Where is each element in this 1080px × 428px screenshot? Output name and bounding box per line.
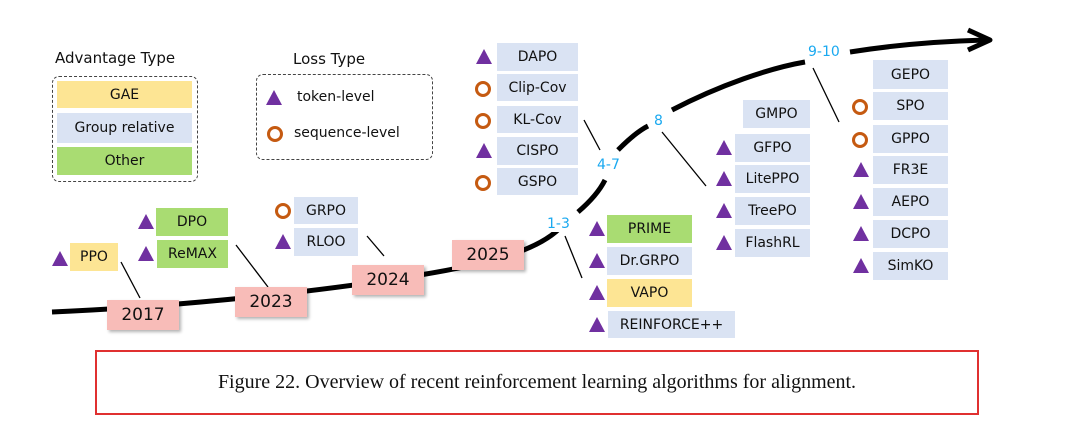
arrow-head-icon <box>966 27 993 53</box>
connector-line <box>366 235 385 257</box>
algo-kl-cov: KL-Cov <box>497 106 578 133</box>
algo-vapo: VAPO <box>607 279 692 307</box>
period-label: 8 <box>652 113 665 129</box>
algo-fr3e: FR3E <box>873 156 948 184</box>
year-2025: 2025 <box>452 240 524 270</box>
algo-clip-cov: Clip-Cov <box>497 74 578 101</box>
algo-prime: PRIME <box>607 215 692 243</box>
algo-flashrl: FlashRL <box>735 229 810 257</box>
connector-line <box>661 131 707 187</box>
algo-dr-grpo: Dr.GRPO <box>607 247 692 275</box>
connector-line <box>812 67 840 123</box>
period-label: 4-7 <box>595 157 622 173</box>
algo-grpo: GRPO <box>294 197 358 224</box>
timeline-curve <box>576 178 608 214</box>
triangle-icon <box>853 258 869 273</box>
algo-ppo: PPO <box>70 243 118 271</box>
advantage-legend <box>52 76 198 182</box>
algo-treepo: TreePO <box>735 197 810 225</box>
triangle-icon <box>853 162 869 177</box>
algo-gmpo: GMPO <box>743 100 810 128</box>
loss-legend <box>256 74 433 160</box>
triangle-icon <box>716 140 732 155</box>
timeline-curve <box>616 123 650 152</box>
legend-group-relative: Group relative <box>57 113 192 143</box>
legend-sequence-level: sequence-level <box>294 125 400 141</box>
triangle-icon <box>589 253 605 268</box>
connector-line <box>120 261 141 299</box>
loss-type-title: Loss Type <box>293 50 366 68</box>
algo-dcpo: DCPO <box>873 220 948 248</box>
algo-gfpo: GFPO <box>735 134 810 162</box>
connector-line <box>235 244 269 288</box>
triangle-icon <box>589 221 605 236</box>
connector-line <box>564 235 583 279</box>
figure-caption: Figure 22. Overview of recent reinforcem… <box>95 350 979 415</box>
circle-icon <box>267 126 283 142</box>
algo-gspo: GSPO <box>497 168 578 195</box>
algo-remax: ReMAX <box>157 240 228 268</box>
circle-icon <box>475 81 491 97</box>
connector-lines <box>120 67 840 299</box>
legend-other: Other <box>57 147 192 175</box>
circle-icon <box>852 99 868 115</box>
period-label: 1-3 <box>545 216 572 232</box>
triangle-icon <box>52 251 68 266</box>
triangle-icon <box>853 194 869 209</box>
algo-dapo: DAPO <box>497 43 578 71</box>
algo-rloo: RLOO <box>294 228 358 256</box>
algo-cispo: CISPO <box>497 137 578 165</box>
period-label: 9-10 <box>806 44 842 60</box>
triangle-icon <box>716 235 732 250</box>
triangle-icon <box>716 171 732 186</box>
triangle-icon <box>138 246 154 261</box>
connector-line <box>583 119 601 151</box>
circle-icon <box>475 175 491 191</box>
triangle-icon <box>476 143 492 158</box>
triangle-icon <box>589 317 605 332</box>
legend-token-level: token-level <box>297 89 375 105</box>
circle-icon <box>475 113 491 129</box>
algo-gppo: GPPO <box>873 125 948 153</box>
triangle-icon <box>266 90 282 105</box>
timeline-curve <box>849 37 986 55</box>
triangle-icon <box>589 285 605 300</box>
year-2023: 2023 <box>235 287 307 317</box>
algo-dpo: DPO <box>156 208 228 236</box>
algo-liteppo: LitePPO <box>735 165 810 193</box>
triangle-icon <box>853 226 869 241</box>
timeline-curve <box>670 59 806 113</box>
triangle-icon <box>138 214 154 229</box>
year-2017: 2017 <box>107 300 179 330</box>
circle-icon <box>275 203 291 219</box>
circle-icon <box>852 132 868 148</box>
algo-reinforce-pp: REINFORCE++ <box>608 311 735 338</box>
triangle-icon <box>716 203 732 218</box>
algo-simko: SimKO <box>873 252 948 280</box>
algo-gepo: GEPO <box>873 60 948 89</box>
algo-spo: SPO <box>873 92 948 120</box>
advantage-type-title: Advantage Type <box>55 49 176 67</box>
triangle-icon <box>275 234 291 249</box>
algo-aepo: AEPO <box>873 188 948 216</box>
legend-gae: GAE <box>57 81 192 108</box>
triangle-icon <box>476 49 492 64</box>
year-2024: 2024 <box>352 265 424 295</box>
